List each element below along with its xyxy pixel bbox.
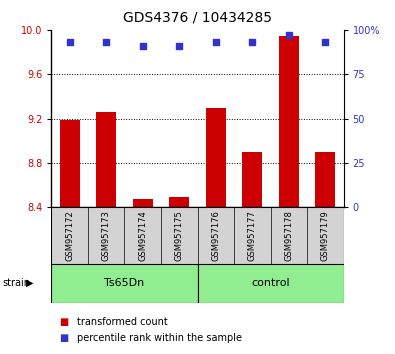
Point <box>249 40 256 45</box>
Bar <box>279 36 299 207</box>
Point <box>66 40 73 45</box>
Bar <box>198 264 344 303</box>
Bar <box>242 152 262 207</box>
Text: GSM957178: GSM957178 <box>284 210 293 261</box>
Text: GSM957179: GSM957179 <box>321 210 330 261</box>
Text: ■: ■ <box>59 317 68 327</box>
Text: control: control <box>251 278 290 288</box>
Point <box>176 43 182 49</box>
Text: strain: strain <box>2 278 30 288</box>
Text: GSM957174: GSM957174 <box>138 210 147 261</box>
Text: GSM957176: GSM957176 <box>211 210 220 261</box>
Text: transformed count: transformed count <box>77 317 168 327</box>
Text: ■: ■ <box>59 333 68 343</box>
Bar <box>315 152 335 207</box>
Text: GSM957172: GSM957172 <box>65 210 74 261</box>
Bar <box>206 108 226 207</box>
Point <box>139 43 146 49</box>
Text: percentile rank within the sample: percentile rank within the sample <box>77 333 242 343</box>
Bar <box>60 120 80 207</box>
Point <box>103 40 109 45</box>
Text: Ts65Dn: Ts65Dn <box>104 278 145 288</box>
Text: GSM957173: GSM957173 <box>102 210 111 261</box>
Point <box>213 40 219 45</box>
Text: GDS4376 / 10434285: GDS4376 / 10434285 <box>123 11 272 25</box>
Point <box>286 33 292 38</box>
Bar <box>169 197 189 207</box>
Text: GSM957175: GSM957175 <box>175 210 184 261</box>
Bar <box>51 264 198 303</box>
Point <box>322 40 329 45</box>
Text: GSM957177: GSM957177 <box>248 210 257 261</box>
Text: ▶: ▶ <box>26 278 33 288</box>
Bar <box>96 112 116 207</box>
Bar <box>133 199 153 207</box>
